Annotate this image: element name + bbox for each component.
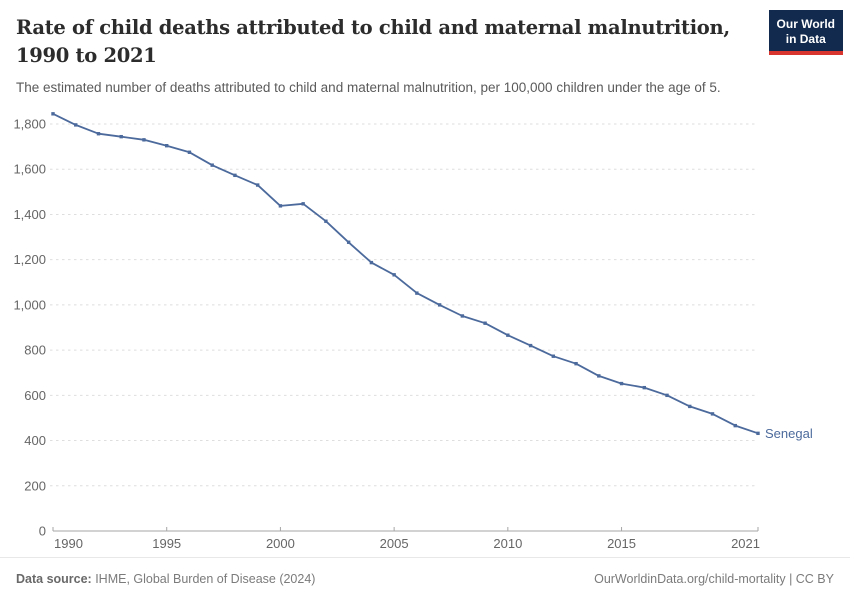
owid-logo-line-2: in Data xyxy=(785,31,826,46)
data-point-marker xyxy=(574,361,578,366)
data-point-marker xyxy=(165,144,169,148)
x-axis-tick-label: 2005 xyxy=(380,536,409,551)
y-axis-tick-label: 0 xyxy=(39,524,46,539)
x-axis-tick-label: 2015 xyxy=(607,536,636,551)
data-point-marker xyxy=(119,134,123,139)
page-title-line-1: Rate of child deaths attributed to child… xyxy=(16,16,730,39)
data-source-text: IHME, Global Burden of Disease (2024) xyxy=(91,572,316,586)
data-point-marker xyxy=(551,354,556,358)
data-point-marker xyxy=(756,431,760,436)
x-axis-tick-label: 2010 xyxy=(493,536,522,551)
data-point-marker xyxy=(324,219,328,223)
data-point-marker xyxy=(460,314,465,318)
x-axis-tick-label: 1990 xyxy=(54,536,83,551)
data-point-marker xyxy=(210,163,214,167)
y-axis-tick-label: 1,400 xyxy=(13,207,46,222)
series-end-label: Senegal xyxy=(765,426,813,441)
data-point-marker xyxy=(597,374,601,378)
data-point-marker xyxy=(642,385,646,390)
chart-header: Rate of child deaths attributed to child… xyxy=(16,14,760,96)
data-point-marker xyxy=(187,150,192,154)
data-point-marker xyxy=(528,343,533,348)
data-point-marker xyxy=(74,123,78,127)
data-point-marker xyxy=(415,291,419,295)
data-point-marker xyxy=(506,333,510,337)
x-axis-tick-label: 2021 xyxy=(731,536,760,551)
y-axis-tick-label: 1,000 xyxy=(13,297,46,312)
senegal-data-line xyxy=(52,112,759,435)
owid-logo: Our World in Data xyxy=(768,10,843,55)
credit-note: OurWorldinData.org/child-mortality | CC … xyxy=(594,572,834,586)
y-axis-tick-label: 1,800 xyxy=(13,117,46,132)
page-title-line-2: 1990 to 2021 xyxy=(16,44,157,67)
data-source-label: Data source: xyxy=(16,572,92,586)
data-point-marker xyxy=(733,423,737,428)
data-point-marker xyxy=(619,381,624,386)
data-point-marker xyxy=(665,393,669,398)
data-point-marker xyxy=(51,112,55,116)
data-point-marker xyxy=(483,321,487,325)
data-point-marker xyxy=(437,303,442,307)
x-axis-tick-label: 2000 xyxy=(266,536,295,551)
data-point-marker xyxy=(710,412,715,416)
data-point-marker xyxy=(233,173,237,178)
data-point-marker xyxy=(301,202,305,206)
x-axis-tick-label: 1995 xyxy=(152,536,181,551)
chart-footer: Data source: IHME, Global Burden of Dise… xyxy=(0,557,850,600)
y-axis-tick-label: 1,200 xyxy=(13,252,46,267)
owid-logo-line-1: Our World xyxy=(776,17,835,31)
data-point-marker xyxy=(278,204,283,208)
y-axis-tick-label: 200 xyxy=(24,478,46,493)
y-axis-tick-label: 800 xyxy=(24,343,46,358)
data-point-marker xyxy=(392,273,396,277)
chart-subtitle: The estimated number of deaths attribute… xyxy=(16,80,721,95)
data-source-note: Data source: IHME, Global Burden of Dise… xyxy=(16,572,315,586)
y-axis-tick-label: 400 xyxy=(24,433,46,448)
data-point-marker xyxy=(255,183,260,187)
y-axis-tick-label: 1,600 xyxy=(13,162,46,177)
y-axis-tick-label: 600 xyxy=(24,388,46,403)
data-point-marker xyxy=(369,260,374,265)
data-point-marker xyxy=(96,132,101,136)
data-point-marker xyxy=(346,240,351,244)
data-point-marker xyxy=(688,404,692,409)
data-point-marker xyxy=(142,138,146,142)
